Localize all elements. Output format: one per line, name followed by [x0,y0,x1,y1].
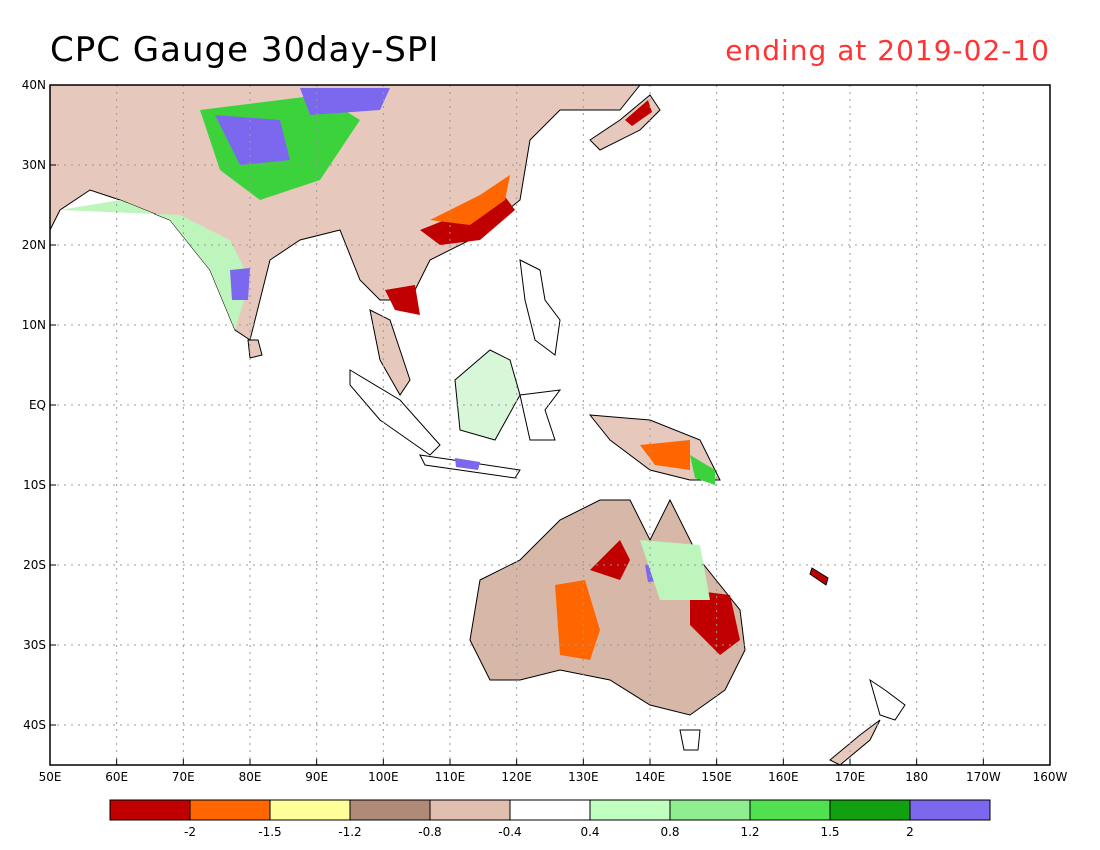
philippines [519,259,561,356]
x-tick-label: 170E [835,770,866,784]
map-frame [49,84,1051,766]
legend: -2 -1.5 -1.2 -0.8 -0.4 0.4 0.8 1.2 1.5 2 [109,799,991,839]
x-tick-label: 60E [105,770,128,784]
sri-lanka [247,339,263,359]
new-zealand-north [869,678,906,721]
map-gridlines [50,85,1050,765]
y-tick-label: 40N [22,78,46,92]
new-zealand-south [829,719,881,766]
land-regions [49,84,906,766]
tasmania [679,729,701,751]
legend-label: -0.8 [418,825,441,839]
legend-label: -0.4 [498,825,521,839]
new-guinea-green [690,455,715,485]
x-tick-label: 160E [768,770,799,784]
asia-mainland [49,84,642,341]
australia-green [640,540,710,600]
legend-label: 0.8 [660,825,679,839]
y-tick-label: 10S [23,478,46,492]
y-tick-label: 30S [23,638,46,652]
sumatra [349,369,441,456]
legend-label: 1.2 [740,825,759,839]
x-tick-label: 170W [966,770,1001,784]
australia-orange-west [555,580,600,660]
java-purple [455,458,480,470]
legend-swatch [509,799,591,821]
legend-label: 1.5 [820,825,839,839]
australia-red-east [690,590,740,655]
north-purple [300,88,390,115]
y-tick-label: 20S [23,558,46,572]
legend-swatch [749,799,831,821]
map-title: CPC Gauge 30day-SPI [50,30,440,70]
x-tick-label: 50E [39,770,62,784]
y-tick-label: 20N [22,238,46,252]
y-tick-label: 10N [22,318,46,332]
legend-swatch [189,799,271,821]
y-tick-label: 40S [23,718,46,732]
legend-swatch [109,799,191,821]
x-tick-label: 150E [701,770,732,784]
y-axis: 40N 30N 20N 10N EQ 10S 20S 30S 40S [22,78,56,732]
legend-label: -1.2 [338,825,361,839]
x-tick-label: 80E [239,770,262,784]
x-tick-label: 110E [435,770,466,784]
legend-swatch [269,799,351,821]
x-tick-label: 130E [568,770,599,784]
india-green [60,200,250,330]
legend-label: -1.5 [258,825,281,839]
new-caledonia [809,567,829,586]
x-tick-label: 180 [905,770,928,784]
india-purple [230,268,250,300]
legend-swatch [829,799,911,821]
legend-swatch [909,799,991,821]
x-tick-label: 70E [172,770,195,784]
x-tick-label: 160W [1033,770,1068,784]
legend-swatch [429,799,511,821]
legend-label: -2 [184,825,196,839]
legend-swatch [669,799,751,821]
tibet-purple [215,115,290,165]
legend-label: 0.4 [580,825,599,839]
malay-peninsula [369,309,411,396]
x-tick-label: 100E [368,770,399,784]
map-subtitle: ending at 2019-02-10 [725,34,1050,67]
x-tick-label: 120E [501,770,532,784]
new-guinea-red [640,440,690,470]
y-tick-label: 30N [22,158,46,172]
indochina-red [385,285,420,315]
x-tick-label: 90E [305,770,328,784]
x-tick-label: 140E [635,770,666,784]
legend-label: 2 [906,825,914,839]
australia-red-north [590,540,630,580]
sulawesi [519,389,562,441]
legend-swatch [589,799,671,821]
legend-swatch [349,799,431,821]
y-tick-label: EQ [29,398,46,412]
japan-red [625,100,652,126]
x-axis: 50E 60E 70E 80E 90E 100E 110E 120E 130E 140E 150E 1… [39,759,1068,784]
